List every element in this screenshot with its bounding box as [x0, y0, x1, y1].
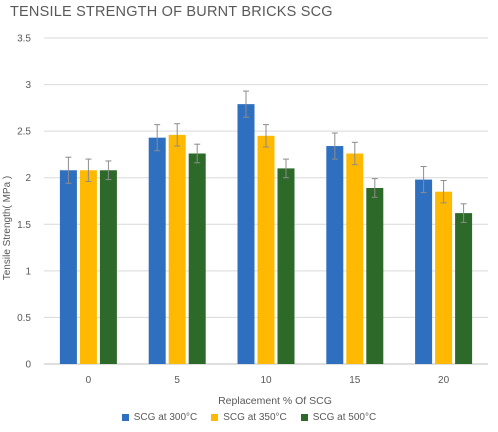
bar	[455, 213, 473, 364]
legend-label: SCG at 300°C	[133, 412, 198, 423]
legend: SCG at 300°C SCG at 350°C SCG at 500°C	[0, 412, 498, 423]
legend-swatch	[121, 414, 129, 421]
legend-label: SCG at 500°C	[312, 412, 377, 423]
bar	[277, 168, 295, 364]
bars	[59, 104, 473, 364]
x-tick-label: 20	[438, 375, 450, 386]
bar	[366, 187, 384, 364]
x-tick-label: 15	[349, 375, 361, 386]
legend-item-350: SCG at 350°C	[211, 412, 287, 423]
legend-item-500: SCG at 500°C	[300, 412, 377, 423]
x-tick-label: 10	[260, 375, 272, 386]
chart-title: TENSILE STRENGTH OF BURNT BRICKS SCG	[10, 4, 333, 20]
legend-swatch	[211, 414, 219, 421]
legend-swatch	[300, 414, 308, 421]
bar	[148, 137, 166, 364]
bar	[188, 153, 206, 364]
legend-item-300: SCG at 300°C	[121, 412, 198, 423]
bar	[346, 153, 364, 364]
x-axis-label: Replacement % Of SCG	[218, 395, 332, 407]
y-tick-label: 1	[25, 266, 31, 277]
bar	[257, 135, 275, 364]
y-tick-label: 0.5	[17, 313, 31, 324]
bar	[326, 146, 344, 364]
y-tick-label: 1.5	[17, 220, 31, 231]
bar	[237, 104, 255, 364]
x-tick-label: 5	[174, 375, 180, 386]
y-tick-labels: 0 0.5 1 1.5 2 2.5 3 3.5	[17, 34, 31, 371]
legend-label: SCG at 350°C	[223, 412, 287, 423]
x-tick-labels: 0 5 10 15 20	[86, 375, 450, 386]
y-tick-label: 0	[25, 360, 31, 371]
bar	[79, 170, 97, 364]
bar	[168, 134, 186, 364]
x-tick-label: 0	[86, 375, 92, 386]
y-tick-label: 3	[25, 80, 31, 91]
error-bars	[65, 90, 467, 223]
y-axis-label: Tensile Strength( MPa )	[2, 176, 13, 281]
bar	[435, 191, 453, 364]
y-tick-label: 2.5	[17, 127, 31, 138]
bar	[415, 179, 433, 364]
y-tick-label: 2	[25, 173, 31, 184]
y-tick-label: 3.5	[17, 34, 31, 45]
bar	[99, 170, 117, 364]
bar	[59, 170, 77, 364]
